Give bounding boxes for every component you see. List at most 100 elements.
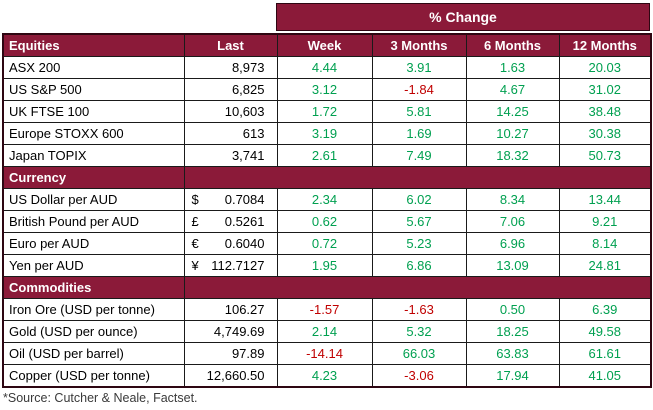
- change-value: 8.14: [558, 232, 652, 255]
- market-summary-table: Equities Last Week 3 Months 6 Months 12 …: [2, 33, 652, 388]
- change-value: 4.67: [465, 78, 560, 101]
- change-value: 66.03: [371, 342, 467, 365]
- table-row: UK FTSE 100 10,603 1.72 5.81 14.25 38.48: [2, 100, 652, 123]
- col-header-week: Week: [276, 33, 373, 57]
- table-row: Europe STOXX 600 613 3.19 1.69 10.27 30.38: [2, 122, 652, 145]
- row-label: US S&P 500: [2, 78, 185, 101]
- currency-symbol: £: [191, 214, 199, 229]
- change-value: 61.61: [558, 342, 652, 365]
- row-label: ASX 200: [2, 56, 185, 79]
- table-row: Euro per AUD €0.6040 0.72 5.23 6.96 8.14: [2, 232, 652, 255]
- col-header-3-months: 3 Months: [371, 33, 467, 57]
- table-row: Yen per AUD ¥112.7127 1.95 6.86 13.09 24.81: [2, 254, 652, 277]
- section-title-commodities: Commodities: [2, 276, 185, 299]
- last-number: 0.5261: [224, 214, 265, 229]
- change-value: 5.23: [371, 232, 467, 255]
- row-label: British Pound per AUD: [2, 210, 185, 233]
- row-label: Yen per AUD: [2, 254, 185, 277]
- last-value: ¥112.7127: [183, 254, 278, 277]
- change-value: 3.19: [276, 122, 373, 145]
- section-header-row: Currency: [2, 166, 652, 189]
- change-value: 1.63: [465, 56, 560, 79]
- change-value: 14.25: [465, 100, 560, 123]
- section-fill: [183, 166, 652, 189]
- percent-change-band: % Change: [276, 3, 650, 31]
- table-row: Oil (USD per barrel) 97.89 -14.14 66.03 63.8…: [2, 342, 652, 365]
- last-value: 12,660.50: [183, 364, 278, 388]
- col-header-last: Last: [183, 33, 278, 57]
- last-number: 0.7084: [224, 192, 265, 207]
- row-label: Japan TOPIX: [2, 144, 185, 167]
- change-value: -1.84: [371, 78, 467, 101]
- change-value: 1.95: [276, 254, 373, 277]
- last-value: $0.7084: [183, 188, 278, 211]
- table-row: Copper (USD per tonne) 12,660.50 4.23 -3.06…: [2, 364, 652, 388]
- change-value: 1.72: [276, 100, 373, 123]
- col-header-6-months: 6 Months: [465, 33, 560, 57]
- row-label: Copper (USD per tonne): [2, 364, 185, 388]
- change-value: 0.62: [276, 210, 373, 233]
- change-value: 49.58: [558, 320, 652, 343]
- last-value: £0.5261: [183, 210, 278, 233]
- change-value: 2.34: [276, 188, 373, 211]
- change-value: 7.49: [371, 144, 467, 167]
- change-value: 13.44: [558, 188, 652, 211]
- change-value: 17.94: [465, 364, 560, 388]
- last-value: 97.89: [183, 342, 278, 365]
- last-value: 6,825: [183, 78, 278, 101]
- row-label: UK FTSE 100: [2, 100, 185, 123]
- change-value: 1.69: [371, 122, 467, 145]
- row-label: Europe STOXX 600: [2, 122, 185, 145]
- table-row: US S&P 500 6,825 3.12 -1.84 4.67 31.02: [2, 78, 652, 101]
- last-value: 4,749.69: [183, 320, 278, 343]
- change-value: 24.81: [558, 254, 652, 277]
- change-value: 6.39: [558, 298, 652, 321]
- currency-symbol: ¥: [191, 258, 199, 273]
- change-value: 6.02: [371, 188, 467, 211]
- table-row: US Dollar per AUD $0.7084 2.34 6.02 8.34 13.4…: [2, 188, 652, 211]
- table-row: Japan TOPIX 3,741 2.61 7.49 18.32 50.73: [2, 144, 652, 167]
- last-value: 106.27: [183, 298, 278, 321]
- change-value: 13.09: [465, 254, 560, 277]
- last-number: 0.6040: [224, 236, 265, 251]
- change-value: 0.50: [465, 298, 560, 321]
- change-value: -1.63: [371, 298, 467, 321]
- change-value: 6.86: [371, 254, 467, 277]
- table-row: Iron Ore (USD per tonne) 106.27 -1.57 -1.63…: [2, 298, 652, 321]
- change-value: 10.27: [465, 122, 560, 145]
- last-number: 112.7127: [211, 258, 265, 273]
- section-title-equities: Equities: [2, 33, 185, 57]
- last-value: 10,603: [183, 100, 278, 123]
- change-value: 18.25: [465, 320, 560, 343]
- change-value: 3.91: [371, 56, 467, 79]
- change-value: 9.21: [558, 210, 652, 233]
- change-value: 0.72: [276, 232, 373, 255]
- change-value: 2.14: [276, 320, 373, 343]
- col-header-12-months: 12 Months: [558, 33, 652, 57]
- change-value: 5.81: [371, 100, 467, 123]
- change-value: 5.32: [371, 320, 467, 343]
- change-value: 41.05: [558, 364, 652, 388]
- row-label: US Dollar per AUD: [2, 188, 185, 211]
- change-value: -3.06: [371, 364, 467, 388]
- change-value: 2.61: [276, 144, 373, 167]
- row-label: Euro per AUD: [2, 232, 185, 255]
- table-row: British Pound per AUD £0.5261 0.62 5.67 7.06…: [2, 210, 652, 233]
- change-value: 7.06: [465, 210, 560, 233]
- change-value: 18.32: [465, 144, 560, 167]
- source-note: *Source: Cutcher & Neale, Factset.: [3, 391, 198, 405]
- last-value: 613: [183, 122, 278, 145]
- table-row: Gold (USD per ounce) 4,749.69 2.14 5.32 18.2…: [2, 320, 652, 343]
- change-value: 6.96: [465, 232, 560, 255]
- change-value: 20.03: [558, 56, 652, 79]
- last-value: €0.6040: [183, 232, 278, 255]
- row-label: Gold (USD per ounce): [2, 320, 185, 343]
- section-title-currency: Currency: [2, 166, 185, 189]
- last-value: 8,973: [183, 56, 278, 79]
- table-row: ASX 200 8,973 4.44 3.91 1.63 20.03: [2, 56, 652, 79]
- column-header-row: Equities Last Week 3 Months 6 Months 12 …: [2, 33, 652, 57]
- change-value: 3.12: [276, 78, 373, 101]
- section-fill: [183, 276, 652, 299]
- currency-symbol: $: [191, 192, 199, 207]
- row-label: Oil (USD per barrel): [2, 342, 185, 365]
